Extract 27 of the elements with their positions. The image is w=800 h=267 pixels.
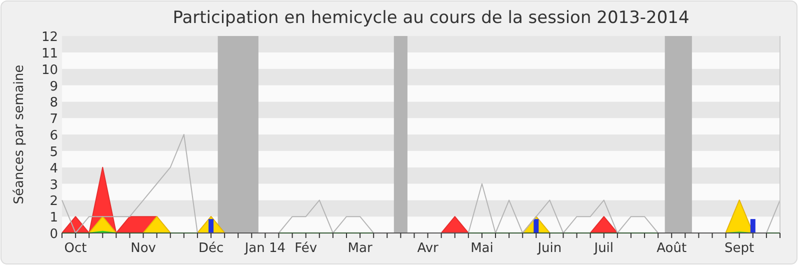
y-axis-title: Séances par semaine [12,64,27,204]
y-tick-label: 7 [50,112,58,128]
y-tick-label: 3 [50,178,58,193]
x-tick-label: Juin [536,241,562,256]
y-tick-label: 2 [50,194,58,210]
x-tick-label: Déc [198,241,224,256]
y-tick-label: 6 [50,128,58,144]
y-tick-label: 4 [50,161,58,176]
y-tick-label: 8 [50,96,58,111]
x-tick-label: Juil [593,241,614,256]
x-tick-label: Mai [470,241,494,256]
y-tick-label: 11 [41,46,58,62]
x-tick-label: Oct [64,241,87,256]
x-tick-label: Jan 14 [244,241,286,256]
y-tick-label: 10 [41,62,58,78]
x-tick-label: Fév [294,241,318,256]
y-tick-label: 1 [50,210,58,226]
y-tick-label: 5 [50,144,58,160]
x-tick-label: Mar [348,241,373,256]
y-tick-label: 12 [41,30,58,45]
y-tick-label: 0 [50,227,58,242]
x-tick-label: Sept [724,241,754,256]
x-tick-label: Avr [417,241,440,256]
x-tick-label: Août [656,241,687,256]
chart-title: Participation en hemicycle au cours de la session 2013-2014 [172,8,690,28]
y-tick-label: 9 [50,79,58,94]
x-tick-label: Nov [130,241,156,256]
